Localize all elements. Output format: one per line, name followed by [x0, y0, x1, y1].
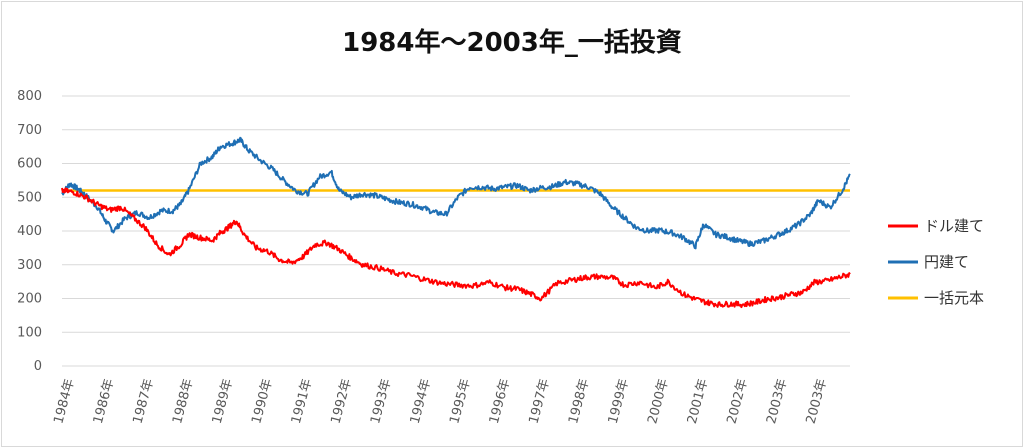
x-tick-label: 2003年	[764, 377, 790, 425]
x-tick-label: 1987年	[131, 377, 157, 425]
legend-label: ドル建て	[924, 217, 984, 235]
x-axis: 1984年 1986年 1987年 1988年 1989年 1990年 1991年 1992年…	[51, 377, 830, 425]
x-tick-label: 1984年	[51, 377, 77, 425]
x-tick-label: 1994年	[408, 377, 434, 425]
y-tick-label: 800	[17, 89, 42, 104]
y-axis: 0 100 200 300 400 500 600 700 800	[17, 89, 42, 374]
x-tick-label: 1993年	[368, 377, 394, 425]
x-tick-label: 1991年	[289, 377, 315, 425]
y-tick-label: 100	[17, 325, 42, 340]
y-tick-label: 0	[34, 359, 42, 374]
x-tick-label: 1997年	[527, 377, 553, 425]
x-tick-label: 1990年	[249, 377, 275, 425]
x-tick-label: 1988年	[170, 377, 196, 425]
x-tick-label: 1989年	[210, 377, 236, 425]
grid-lines	[62, 95, 850, 367]
x-tick-label: 1995年	[447, 377, 473, 425]
x-tick-label: 2002年	[724, 377, 750, 425]
y-tick-label: 200	[17, 292, 42, 307]
chart-title: 1984年～2003年_一括投資	[342, 28, 682, 58]
y-tick-label: 400	[17, 224, 42, 239]
x-tick-label: 2003年	[804, 377, 830, 425]
series-line-0	[61, 187, 851, 309]
legend-label: 一括元本	[924, 289, 984, 307]
y-tick-label: 500	[17, 190, 42, 205]
x-tick-label: 2000年	[645, 377, 671, 425]
series-lines	[61, 136, 851, 309]
series-line-1	[61, 136, 851, 250]
y-tick-label: 600	[17, 157, 42, 172]
x-tick-label: 1998年	[566, 377, 592, 425]
x-tick-label: 1999年	[606, 377, 632, 425]
x-tick-label: 2001年	[685, 377, 711, 425]
x-tick-label: 1992年	[329, 377, 355, 425]
y-tick-label: 700	[17, 123, 42, 138]
x-tick-label: 1996年	[487, 377, 513, 425]
x-tick-label: 1986年	[91, 377, 117, 425]
legend-label: 円建て	[924, 253, 969, 271]
y-tick-label: 300	[17, 258, 42, 273]
